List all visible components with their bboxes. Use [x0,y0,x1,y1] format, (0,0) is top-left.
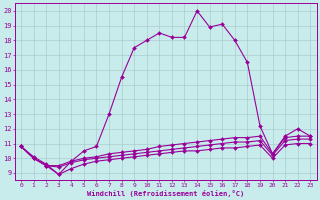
X-axis label: Windchill (Refroidissement éolien,°C): Windchill (Refroidissement éolien,°C) [87,190,244,197]
